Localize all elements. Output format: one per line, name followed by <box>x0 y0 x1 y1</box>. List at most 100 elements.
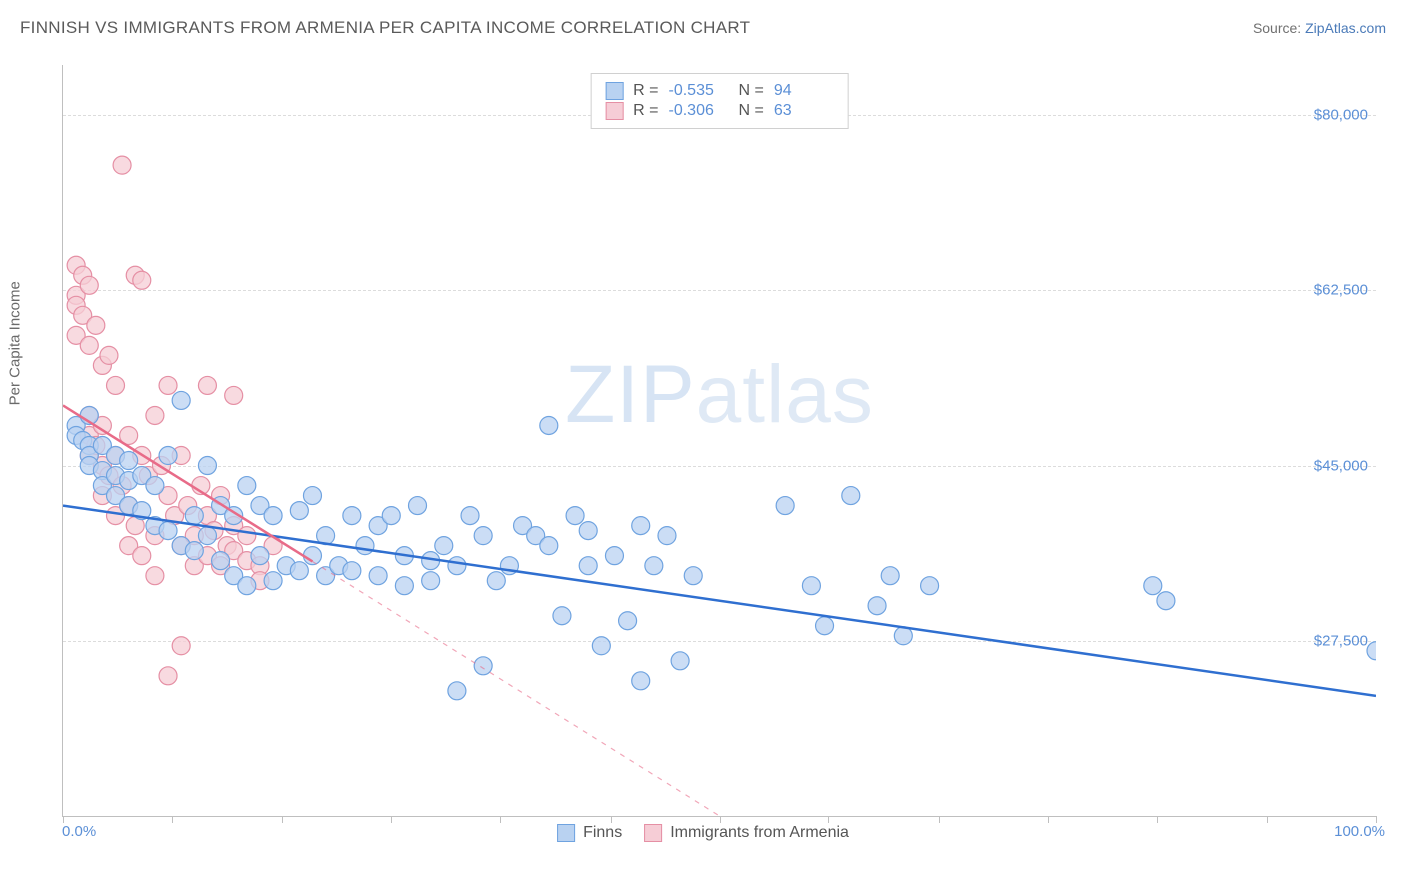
data-point <box>172 391 190 409</box>
source-link[interactable]: ZipAtlas.com <box>1305 20 1386 36</box>
data-point <box>113 156 131 174</box>
legend-r-label: R = <box>633 102 658 120</box>
data-point <box>842 487 860 505</box>
data-point <box>881 567 899 585</box>
data-point <box>802 577 820 595</box>
data-point <box>198 376 216 394</box>
x-tick <box>1157 816 1158 823</box>
legend-r-value: -0.535 <box>669 82 729 100</box>
data-point <box>448 682 466 700</box>
legend-n-value: 63 <box>774 102 834 120</box>
legend-swatch-armenia <box>605 102 623 120</box>
data-point <box>474 657 492 675</box>
x-tick <box>391 816 392 823</box>
legend-r-value: -0.306 <box>669 102 729 120</box>
data-point <box>107 376 125 394</box>
legend-item-finns: Finns <box>557 824 622 842</box>
plot-area: ZIPatlas R = -0.535 N = 94 R = -0.306 N … <box>62 65 1376 817</box>
data-point <box>382 507 400 525</box>
data-point <box>1157 592 1175 610</box>
data-point <box>566 507 584 525</box>
correlation-legend: R = -0.535 N = 94 R = -0.306 N = 63 <box>590 73 849 129</box>
data-point <box>461 507 479 525</box>
chart-title: FINNISH VS IMMIGRANTS FROM ARMENIA PER C… <box>20 18 750 38</box>
data-point <box>632 672 650 690</box>
legend-r-label: R = <box>633 82 658 100</box>
y-axis-label: Per Capita Income <box>7 281 24 405</box>
data-point <box>448 557 466 575</box>
x-tick <box>720 816 721 823</box>
x-tick <box>282 816 283 823</box>
data-point <box>343 562 361 580</box>
legend-n-label: N = <box>739 102 764 120</box>
source-attribution: Source: ZipAtlas.com <box>1253 20 1386 36</box>
x-tick-label: 100.0% <box>1334 823 1385 840</box>
legend-label: Immigrants from Armenia <box>670 824 849 842</box>
data-point <box>409 497 427 515</box>
legend-label: Finns <box>583 824 622 842</box>
data-point <box>80 336 98 354</box>
legend-item-armenia: Immigrants from Armenia <box>644 824 849 842</box>
data-point <box>776 497 794 515</box>
data-point <box>133 547 151 565</box>
data-point <box>80 276 98 294</box>
data-point <box>868 597 886 615</box>
data-point <box>238 577 256 595</box>
data-point <box>251 547 269 565</box>
data-point <box>159 522 177 540</box>
data-point <box>212 552 230 570</box>
data-point <box>146 477 164 495</box>
data-point <box>487 572 505 590</box>
data-point <box>290 502 308 520</box>
data-point <box>921 577 939 595</box>
data-point <box>225 386 243 404</box>
data-point <box>540 416 558 434</box>
data-point <box>343 507 361 525</box>
data-point <box>658 527 676 545</box>
legend-swatch-finns <box>605 82 623 100</box>
legend-n-value: 94 <box>774 82 834 100</box>
data-point <box>1367 642 1376 660</box>
data-point <box>303 487 321 505</box>
data-point <box>238 477 256 495</box>
data-point <box>540 537 558 555</box>
data-point <box>579 557 597 575</box>
data-point <box>395 577 413 595</box>
data-point <box>87 316 105 334</box>
scatter-svg <box>63 65 1376 816</box>
legend-n-label: N = <box>739 82 764 100</box>
data-point <box>264 507 282 525</box>
data-point <box>120 452 138 470</box>
data-point <box>159 667 177 685</box>
data-point <box>290 562 308 580</box>
x-tick <box>939 816 940 823</box>
data-point <box>146 406 164 424</box>
data-point <box>133 271 151 289</box>
data-point <box>422 572 440 590</box>
data-point <box>592 637 610 655</box>
series-legend: Finns Immigrants from Armenia <box>557 824 849 842</box>
x-tick <box>1048 816 1049 823</box>
legend-row: R = -0.535 N = 94 <box>605 82 834 100</box>
x-tick-label: 0.0% <box>62 823 96 840</box>
x-tick <box>1267 816 1268 823</box>
data-point <box>264 572 282 590</box>
data-point <box>474 527 492 545</box>
data-point <box>632 517 650 535</box>
data-point <box>671 652 689 670</box>
data-point <box>579 522 597 540</box>
legend-swatch <box>557 824 575 842</box>
data-point <box>172 637 190 655</box>
data-point <box>619 612 637 630</box>
data-point <box>146 567 164 585</box>
x-tick <box>1376 816 1377 823</box>
x-tick <box>611 816 612 823</box>
data-point <box>684 567 702 585</box>
data-point <box>356 537 374 555</box>
legend-row: R = -0.306 N = 63 <box>605 102 834 120</box>
data-point <box>198 527 216 545</box>
data-point <box>159 376 177 394</box>
x-tick <box>63 816 64 823</box>
data-point <box>435 537 453 555</box>
source-prefix: Source: <box>1253 20 1305 36</box>
